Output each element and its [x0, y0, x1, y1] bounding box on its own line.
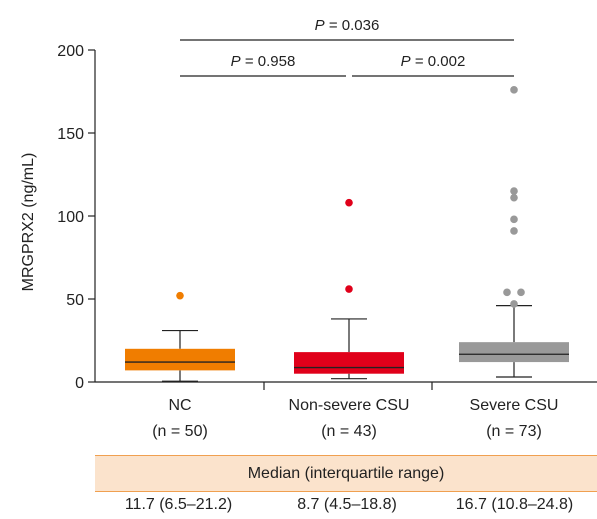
y-axis-label: MRGPRX2 (ng/mL) [20, 153, 37, 292]
outlier-point [503, 288, 511, 297]
outlier-point [176, 291, 184, 300]
outlier-point [510, 215, 518, 224]
median-value-severe: 16.7 (10.8–24.8) [455, 495, 574, 513]
category-name: NC [168, 397, 191, 414]
y-tick-label: 50 [66, 292, 84, 309]
y-tick-label: 100 [57, 209, 84, 226]
box-nc [125, 291, 235, 382]
p-value-label: P = 0.002 [401, 53, 466, 70]
y-tick-label: 200 [57, 43, 84, 60]
p-value-label: P = 0.036 [315, 17, 380, 34]
iqr-box [459, 342, 569, 363]
p-value-label: P = 0.958 [231, 53, 296, 70]
median-value-non-severe: 8.7 (4.5–18.8) [297, 495, 397, 513]
y-tick-label: 0 [75, 375, 84, 392]
median-table-header: Median (interquartile range) [95, 455, 597, 492]
y-tick-label: 150 [57, 126, 84, 143]
outlier-point [510, 193, 518, 202]
category-labels: NC (n = 50) Non-severe CSU (n = 43) Severe C… [152, 397, 558, 440]
axes: 0 50 100 150 200 MRGPRX2 (ng/mL) [20, 43, 597, 392]
outlier-point [510, 86, 518, 94]
category-n: (n = 50) [152, 423, 208, 440]
box-series [125, 86, 569, 382]
box-non-severe-csu [294, 198, 404, 380]
outlier-point [510, 300, 518, 308]
outlier-point [345, 198, 353, 207]
median-value-nc: 11.7 (6.5–21.2) [124, 495, 233, 513]
category-n: (n = 43) [321, 423, 377, 440]
box-severe-csu [459, 86, 569, 378]
outlier-point [517, 288, 525, 297]
category-name: Non-severe CSU [289, 397, 410, 414]
median-table-row: 11.7 (6.5–21.2) 8.7 (4.5–18.8) 16.7 (10.… [95, 490, 597, 519]
iqr-box [294, 352, 404, 374]
category-name: Severe CSU [470, 397, 559, 414]
outlier-point [510, 227, 518, 235]
outlier-point [345, 285, 353, 293]
iqr-box [125, 348, 235, 371]
p-value-brackets: P = 0.036 P = 0.958 P = 0.002 [180, 17, 514, 77]
median-header-text: Median (interquartile range) [247, 464, 445, 482]
outlier-point [510, 187, 518, 195]
category-n: (n = 73) [486, 423, 542, 440]
